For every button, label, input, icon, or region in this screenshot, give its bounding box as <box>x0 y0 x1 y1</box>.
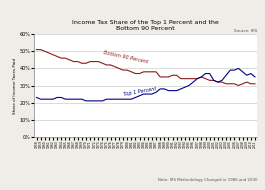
Text: Source: IRS: Source: IRS <box>234 29 257 33</box>
Text: Note: IRS Methodology Changed in 1986 and 2000: Note: IRS Methodology Changed in 1986 an… <box>158 178 257 182</box>
Text: Bottom 90 Percent: Bottom 90 Percent <box>103 50 148 64</box>
Y-axis label: Share of Income Taxes Paid: Share of Income Taxes Paid <box>13 58 17 113</box>
Title: Income Tax Share of the Top 1 Percent and the
Bottom 90 Percent: Income Tax Share of the Top 1 Percent an… <box>72 20 219 31</box>
Text: Top 1 Percent: Top 1 Percent <box>123 86 157 97</box>
